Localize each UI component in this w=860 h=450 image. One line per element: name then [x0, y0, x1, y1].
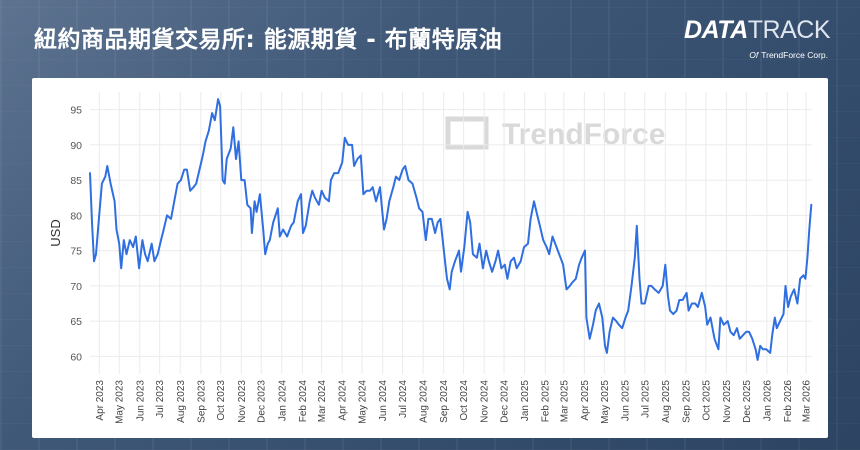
x-tick-label: Jan 2026 — [762, 380, 773, 422]
x-tick-label: Jul 2025 — [640, 380, 651, 418]
y-tick-label: 60 — [70, 351, 82, 363]
y-tick-label: 70 — [70, 281, 82, 293]
x-tick-label: Feb 2025 — [541, 380, 552, 423]
x-tick-label: Jun 2025 — [620, 380, 631, 422]
price-chart: TrendForce Apr 2023 May 2023 Jun 2023 Jul 20… — [48, 92, 813, 424]
brand-name: DATATRACK — [684, 16, 830, 45]
y-tick-label: 85 — [70, 175, 82, 187]
x-tick-label: Feb 2024 — [298, 380, 309, 423]
x-tick-label: Apr 2024 — [338, 380, 349, 421]
x-tick-label: Nov 2025 — [722, 380, 733, 423]
y-tick-label: 65 — [70, 316, 82, 328]
x-tick-label: Mar 2025 — [559, 380, 570, 423]
y-tick-label: 90 — [70, 140, 82, 152]
x-tick-label: Feb 2026 — [783, 380, 794, 423]
x-tick-label: Mar 2026 — [802, 380, 813, 423]
x-tick-label: Sep 2025 — [681, 380, 692, 423]
x-tick-label: Apr 2025 — [580, 380, 591, 421]
y-tick-label: 95 — [70, 105, 82, 117]
x-tick-label: Aug 2024 — [419, 380, 430, 423]
header: 紐約商品期貨交易所: 能源期貨 - 布蘭特原油 DATATRACK Of Tren… — [0, 0, 860, 78]
page-title: 紐約商品期貨交易所: 能源期貨 - 布蘭特原油 — [34, 27, 503, 53]
brand-name-bold: DATA — [684, 16, 748, 44]
x-tick-label: Oct 2024 — [459, 380, 470, 421]
x-tick-label: Jan 2024 — [277, 380, 288, 422]
x-tick-label: Dec 2023 — [257, 380, 268, 423]
x-tick-label: Nov 2023 — [237, 380, 248, 423]
x-tick-label: Oct 2025 — [701, 380, 712, 421]
chart-panel: TrendForce Apr 2023 May 2023 Jun 2023 Jul 20… — [32, 78, 828, 438]
x-tick-label: Dec 2025 — [742, 380, 753, 423]
brand-subtitle: Of TrendForce Corp. — [749, 50, 828, 60]
watermark-text: TrendForce — [502, 118, 665, 151]
x-tick-label: Nov 2024 — [480, 380, 491, 423]
x-tick-label: Dec 2024 — [500, 380, 511, 423]
brand-logo: DATATRACK Of TrendForce Corp. — [684, 16, 830, 66]
y-tick-label: 80 — [70, 210, 82, 222]
x-tick-label: Oct 2023 — [216, 380, 227, 421]
brand-name-thin: TRACK — [747, 16, 831, 44]
x-tick-label: Jul 2023 — [155, 380, 166, 418]
x-tick-label: May 2024 — [358, 380, 369, 424]
x-tick-label: Jul 2024 — [398, 380, 409, 418]
y-axis-title: USD — [48, 219, 63, 246]
x-tick-label: Apr 2023 — [95, 380, 106, 421]
brand-of-label: Of — [749, 50, 759, 60]
x-tick-label: May 2025 — [600, 380, 611, 424]
x-tick-label: May 2023 — [115, 380, 126, 424]
x-tick-label: Jun 2023 — [135, 380, 146, 422]
x-tick-label: Mar 2024 — [317, 380, 328, 423]
x-tick-label: Aug 2023 — [176, 380, 187, 423]
x-tick-label: Aug 2025 — [661, 380, 672, 423]
watermark-logo-icon — [445, 116, 489, 150]
x-tick-label: Jan 2025 — [520, 380, 531, 422]
brand-company: TrendForce Corp. — [761, 50, 828, 60]
series-line — [89, 98, 813, 361]
y-tick-label: 75 — [70, 246, 82, 258]
x-tick-label: Jun 2024 — [378, 380, 389, 422]
x-tick-label: Sep 2024 — [439, 380, 450, 423]
x-tick-label: Sep 2023 — [196, 380, 207, 423]
